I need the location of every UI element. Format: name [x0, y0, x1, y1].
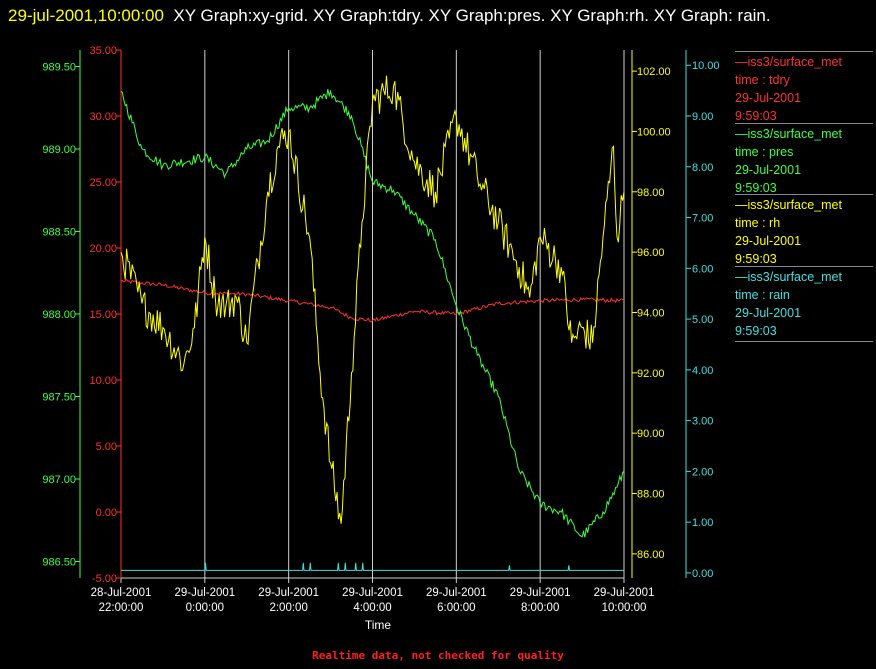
- tdry-tick-label: 10.00: [89, 375, 117, 387]
- legend-separator: [735, 123, 873, 124]
- rain-tick-label: 3.00: [692, 416, 713, 428]
- header-text: XY Graph:xy-grid. XY Graph:tdry. XY Grap…: [173, 6, 771, 25]
- legend-name: —iss3/surface_met: [735, 55, 842, 69]
- x-tick-time: 0:00:00: [186, 602, 224, 614]
- rh-tick-label: 86.00: [637, 549, 665, 561]
- rain-tick-label: 6.00: [692, 263, 713, 275]
- tdry-tick-label: 25.00: [89, 177, 117, 189]
- legend-separator: [735, 51, 873, 52]
- legend-time: 9:59:03: [735, 252, 777, 266]
- x-tick-date: 28-Jul-2001: [91, 587, 152, 599]
- legend-separator: [735, 266, 873, 267]
- x-tick-date: 29-Jul-2001: [426, 587, 487, 599]
- legend-separator: [735, 194, 873, 195]
- pres-tick-label: 986.50: [42, 557, 76, 569]
- rain-tick-label: 7.00: [692, 213, 713, 225]
- legend-name: —iss3/surface_met: [735, 127, 842, 141]
- rh-tick-label: 90.00: [637, 428, 665, 440]
- x-axis-label: Time: [365, 618, 392, 632]
- rh-tick-label: 100.00: [637, 126, 671, 138]
- legend-field: time : rain: [735, 288, 790, 302]
- tdry-tick-label: 35.00: [89, 45, 117, 57]
- rh-tick-label: 92.00: [637, 368, 665, 380]
- legend-name: —iss3/surface_met: [735, 198, 842, 212]
- legend-rain: —iss3/surface_met time : rain 29-Jul-200…: [735, 266, 875, 343]
- xy-graph: Time 28-Jul-2001 22:00:00 29-Jul-2001 0:00:…: [42, 45, 720, 632]
- legend-time: 9:59:03: [735, 324, 777, 338]
- legend-name-text: iss3/surface_met: [747, 198, 842, 212]
- x-tick-time: 22:00:00: [99, 602, 144, 614]
- legend-field: time : rh: [735, 216, 781, 230]
- legend-rh: —iss3/surface_met time : rh 29-Jul-2001 …: [735, 194, 875, 268]
- rain-tick-label: 9.00: [692, 111, 713, 123]
- x-tick-time: 2:00:00: [269, 602, 307, 614]
- rain-tick-label: 0.00: [692, 568, 713, 580]
- rain-tick-label: 2.00: [692, 466, 713, 478]
- rh-tick-label: 94.00: [637, 307, 665, 319]
- legend-date: 29-Jul-2001: [735, 306, 802, 320]
- legend-separator: [735, 341, 873, 342]
- rain-tick-label: 5.00: [692, 314, 713, 326]
- tdry-tick-label: -5.00: [92, 573, 117, 585]
- series-line-rain: [121, 562, 624, 571]
- legend-name-text: iss3/surface_met: [747, 270, 842, 284]
- pres-tick-label: 989.50: [42, 62, 76, 74]
- header-timestamp: 29-jul-2001,10:00:00: [8, 6, 164, 25]
- rh-tick-label: 98.00: [637, 187, 665, 199]
- series-line-pres: [120, 88, 625, 538]
- x-tick-time: 10:00:00: [602, 602, 647, 614]
- tdry-tick-label: 30.00: [89, 111, 117, 123]
- legend-name: —iss3/surface_met: [735, 270, 842, 284]
- x-tick-date: 29-Jul-2001: [174, 587, 235, 599]
- legend-date: 29-Jul-2001: [735, 91, 802, 105]
- rain-tick-label: 8.00: [692, 162, 713, 174]
- x-tick-date: 29-Jul-2001: [510, 587, 571, 599]
- series-line-tdry: [120, 278, 625, 323]
- legend-tdry: —iss3/surface_met time : tdry 29-Jul-200…: [735, 51, 875, 125]
- rain-tick-label: 10.00: [692, 60, 720, 72]
- pres-tick-label: 988.00: [42, 309, 76, 321]
- legend-name-text: iss3/surface_met: [747, 55, 842, 69]
- x-tick-date: 29-Jul-2001: [258, 587, 319, 599]
- legend-time: 9:59:03: [735, 109, 777, 123]
- x-tick-time: 8:00:00: [521, 602, 559, 614]
- x-tick-time: 6:00:00: [437, 602, 475, 614]
- rain-tick-label: 1.00: [692, 517, 713, 529]
- legend-field: time : pres: [735, 145, 794, 159]
- legend-pres: —iss3/surface_met time : pres 29-Jul-200…: [735, 123, 875, 197]
- pres-tick-label: 988.50: [42, 227, 76, 239]
- pres-tick-label: 987.00: [42, 474, 76, 486]
- x-tick-date: 29-Jul-2001: [594, 587, 655, 599]
- rh-tick-label: 88.00: [637, 489, 665, 501]
- rh-tick-label: 102.00: [637, 66, 671, 78]
- tdry-tick-label: 5.00: [96, 441, 117, 453]
- x-tick-date: 29-Jul-2001: [342, 587, 403, 599]
- pres-tick-label: 989.00: [42, 144, 76, 156]
- legend-name-text: iss3/surface_met: [747, 127, 842, 141]
- legend-field: time : tdry: [735, 73, 790, 87]
- rain-tick-label: 4.00: [692, 365, 713, 377]
- rh-tick-label: 96.00: [637, 247, 665, 259]
- legend-date: 29-Jul-2001: [735, 163, 802, 177]
- legend-date: 29-Jul-2001: [735, 234, 802, 248]
- pres-tick-label: 987.50: [42, 392, 76, 404]
- x-tick-time: 4:00:00: [353, 602, 391, 614]
- header-title: 29-jul-2001,10:00:00 XY Graph:xy-grid. X…: [8, 2, 858, 30]
- legend-time: 9:59:03: [735, 181, 777, 195]
- quality-note: Realtime data, not checked for quality: [312, 649, 564, 662]
- tdry-tick-label: 0.00: [96, 507, 117, 519]
- tdry-tick-label: 15.00: [89, 309, 117, 321]
- tdry-tick-label: 20.00: [89, 243, 117, 255]
- series-line-rh: [120, 75, 625, 524]
